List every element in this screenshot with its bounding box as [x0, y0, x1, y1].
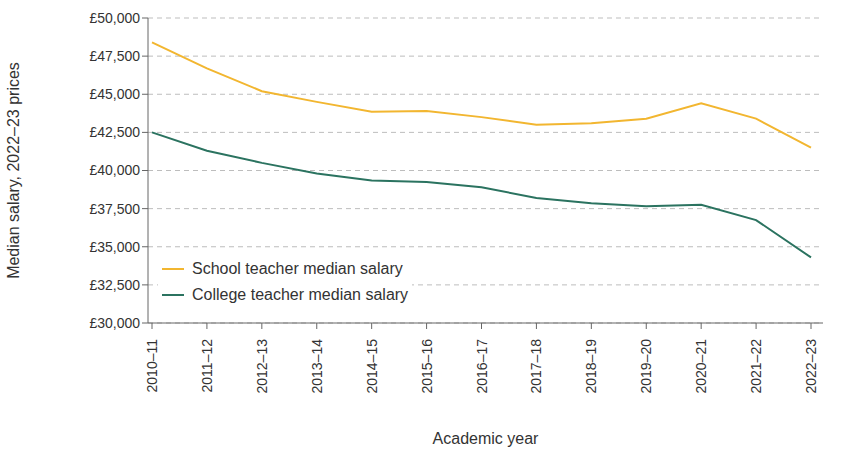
svg-text:2011–12: 2011–12 [199, 339, 215, 393]
html-text:College teacher median salary: College teacher median salary [192, 286, 409, 303]
svg-text:2010–11: 2010–11 [144, 339, 160, 393]
svg-text:£35,000: £35,000 [89, 239, 140, 255]
svg-text:2014–15: 2014–15 [364, 339, 380, 394]
svg-text:Median salary, 2022–23 prices: Median salary, 2022–23 prices [8, 62, 22, 279]
svg-text:2016–17: 2016–17 [474, 339, 490, 394]
svg-text:£40,000: £40,000 [89, 162, 140, 178]
svg-text:2021–22: 2021–22 [748, 339, 764, 394]
svg-text:2013–14: 2013–14 [309, 339, 325, 394]
svg-text:£37,500: £37,500 [89, 201, 140, 217]
svg-text:2015–16: 2015–16 [419, 339, 435, 394]
svg-text:£42,500: £42,500 [89, 124, 140, 140]
svg-text:£50,000: £50,000 [89, 10, 140, 26]
svg-text:£45,000: £45,000 [89, 86, 140, 102]
svg-text:2020–21: 2020–21 [693, 339, 709, 394]
svg-text:2017–18: 2017–18 [528, 339, 544, 394]
svg-text:2019–20: 2019–20 [638, 339, 654, 394]
svg-text:2022–23: 2022–23 [803, 339, 819, 394]
svg-text:£32,500: £32,500 [89, 277, 140, 293]
svg-text:2018–19: 2018–19 [583, 339, 599, 394]
svg-text:2012–13: 2012–13 [254, 339, 270, 394]
svg-text:£47,500: £47,500 [89, 48, 140, 64]
svg-text:£30,000: £30,000 [89, 315, 140, 331]
html-text:School teacher median salary: School teacher median salary [192, 260, 403, 277]
svg-text:Academic year: Academic year [433, 430, 539, 447]
